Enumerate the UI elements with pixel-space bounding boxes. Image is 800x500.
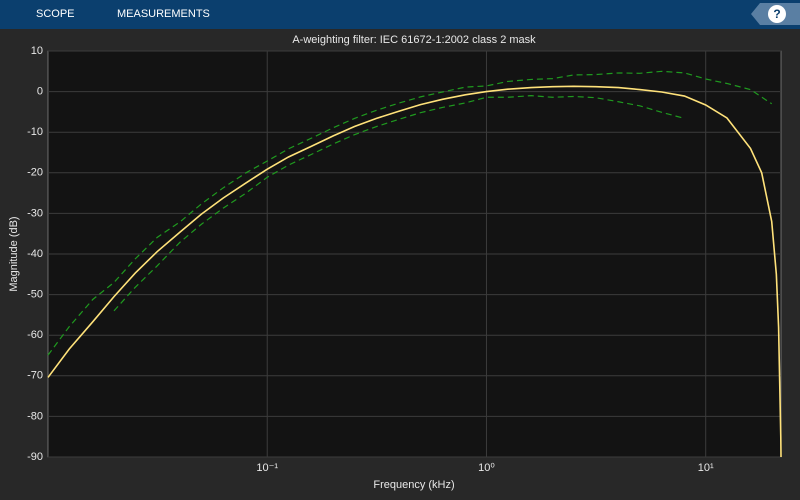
y-tick-label: -80 <box>27 410 43 422</box>
y-tick-label: -60 <box>27 329 43 341</box>
help-button[interactable]: ? <box>768 5 786 23</box>
y-tick-label: -30 <box>27 207 43 219</box>
series-line <box>113 95 685 312</box>
x-tick-label: 10¹ <box>698 462 714 474</box>
y-tick-label: -50 <box>27 289 43 301</box>
series-line <box>47 70 773 356</box>
y-tick-label: -20 <box>27 167 43 179</box>
collapse-arrow[interactable] <box>751 3 760 25</box>
y-tick-label: 10 <box>31 45 43 57</box>
y-tick-label: 0 <box>37 86 43 98</box>
series-line <box>47 85 782 458</box>
x-tick-label: 10⁻¹ <box>256 462 278 474</box>
x-axis-label: Frequency (kHz) <box>373 479 454 491</box>
tab[interactable]: SCOPE <box>36 8 75 20</box>
tab[interactable]: MEASUREMENTS <box>117 8 210 20</box>
chart-title: A-weighting filter: IEC 61672-1:2002 cla… <box>292 34 536 46</box>
x-tick-label: 10⁰ <box>478 462 495 474</box>
chart: A-weighting filter: IEC 61672-1:2002 cla… <box>8 34 782 491</box>
y-tick-label: -90 <box>27 451 43 463</box>
toolbar: SCOPE MEASUREMENTS ? <box>0 0 800 29</box>
y-axis-label: Magnitude (dB) <box>8 216 20 291</box>
y-tick-label: -40 <box>27 248 43 260</box>
y-tick-label: -10 <box>27 126 43 138</box>
y-tick-label: -70 <box>27 370 43 382</box>
